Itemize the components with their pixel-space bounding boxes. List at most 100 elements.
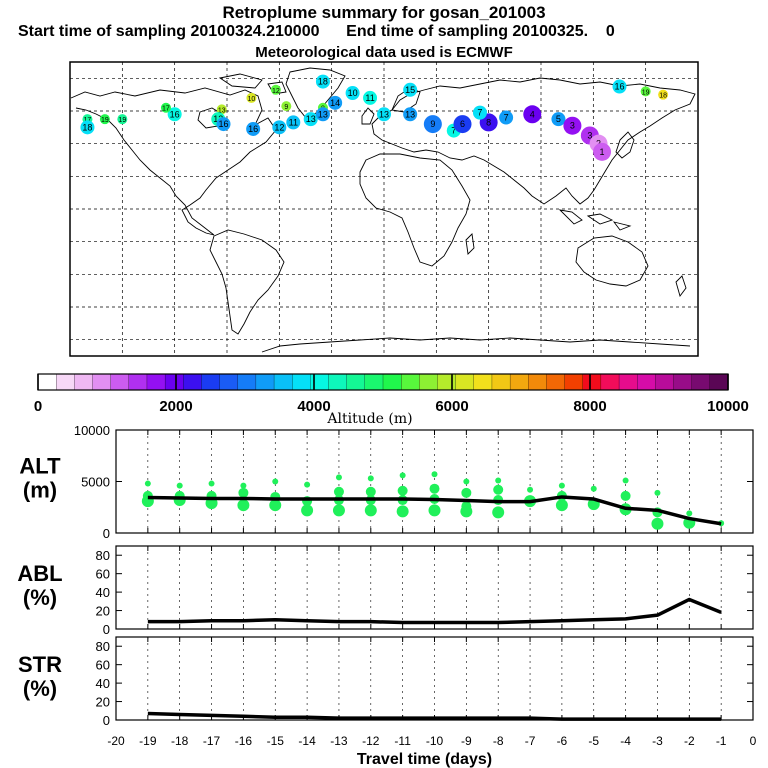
colorbar-cell	[509, 373, 529, 391]
plume-marker	[640, 86, 651, 97]
plume-day-label: 3	[570, 121, 575, 131]
plume-marker	[403, 107, 418, 122]
plume-day-label: 10	[348, 88, 358, 98]
alt-point	[527, 486, 534, 493]
alt-point	[686, 510, 693, 517]
alt-point	[431, 471, 438, 478]
alt-point	[237, 499, 250, 512]
y-tick-label: 20	[96, 695, 110, 710]
alt-point	[558, 482, 565, 489]
new-zealand	[675, 275, 687, 297]
colorbar-cell	[255, 373, 275, 391]
alt-point	[208, 480, 215, 487]
colorbar-cell	[691, 373, 711, 391]
y-axis-label: STR	[18, 652, 62, 677]
north-america-coast	[70, 87, 277, 236]
southeast-asia-islands	[558, 209, 632, 231]
y-axis-label: ABL	[17, 561, 62, 586]
plume-day-label: 12	[272, 88, 280, 95]
y-tick-label: 80	[96, 639, 110, 654]
plume-day-label: 19	[101, 117, 109, 124]
plume-day-label: 8	[486, 117, 491, 127]
alt-point	[396, 505, 409, 518]
alt-point	[304, 481, 311, 488]
alt-point	[590, 485, 597, 492]
alt-point	[269, 499, 282, 512]
plume-marker	[472, 105, 487, 120]
colorbar-cell	[637, 373, 656, 391]
plume-day-label: 12	[274, 122, 284, 132]
plume-marker	[286, 115, 301, 130]
plume-marker	[270, 84, 281, 95]
plume-day-label: 9	[284, 104, 288, 111]
plume-day-label: 16	[170, 109, 180, 119]
plume-marker	[612, 79, 627, 94]
coastlines	[70, 67, 696, 353]
plume-marker	[523, 105, 542, 124]
alt-point	[460, 505, 473, 518]
alt-point	[333, 486, 344, 497]
y-tick-label: 60	[96, 658, 110, 673]
plume-day-label: 3	[587, 131, 592, 141]
x-tick-label: -7	[525, 734, 536, 748]
plume-marker	[363, 90, 378, 105]
plume-marker	[453, 115, 472, 134]
colorbar-cell	[74, 373, 94, 391]
y-tick-label: 0	[103, 713, 110, 728]
alt-point	[176, 482, 183, 489]
alt-point	[555, 499, 568, 512]
alt-point	[272, 478, 279, 485]
x-tick-label: -8	[493, 734, 504, 748]
colorbar-cell	[491, 373, 511, 391]
colorbar-cell	[473, 373, 493, 391]
colorbar-cell	[237, 373, 257, 391]
colorbar-cell	[310, 373, 330, 391]
alt-series-line	[147, 495, 722, 526]
colorbar-cell	[56, 373, 75, 391]
alt-point	[240, 482, 247, 489]
plume-day-label: 17	[162, 106, 170, 113]
japan	[615, 131, 635, 159]
colorbar-cell	[600, 373, 620, 391]
alt-point	[399, 472, 406, 479]
altitude-colorbar: 0 2000 4000 6000 8000 10000 Altitude (m)	[34, 373, 749, 427]
plume-marker	[315, 74, 330, 89]
x-tick-label: -12	[362, 734, 380, 748]
plume-marker	[345, 86, 360, 101]
alt-point	[463, 478, 470, 485]
chart-subtitle: Start time of sampling 20100324.210000 E…	[18, 23, 768, 41]
alt-point	[493, 484, 504, 495]
x-tick-label: 0	[750, 734, 757, 748]
plume-day-label: 13	[218, 107, 226, 114]
plume-day-label: 11	[289, 117, 298, 127]
colorbar-cell	[419, 373, 439, 391]
plume-marker	[167, 107, 182, 122]
chart-title: Retroplume summary for gosan_201003	[222, 3, 546, 22]
colorbar-cell	[292, 373, 311, 391]
plume-day-label: 1	[600, 147, 605, 157]
y-tick-label: 5000	[81, 475, 110, 490]
plume-day-label: 7	[504, 113, 509, 123]
plume-day-label: 10	[248, 96, 256, 103]
alt-point	[492, 506, 505, 519]
colorbar-tick-label: 4000	[297, 398, 330, 415]
time-series-panels: 0500010000ALT(m)020406080ABL(%)020406080…	[17, 423, 756, 768]
plume-marker	[499, 110, 514, 125]
plume-marker	[563, 116, 582, 135]
madagascar	[465, 233, 475, 255]
plume-marker	[658, 89, 669, 100]
colorbar-cell	[37, 373, 57, 391]
plume-day-label: 18	[82, 122, 92, 132]
world-map: 1812101410118913161712161612111313151313…	[69, 61, 699, 357]
plume-marker	[423, 115, 442, 134]
plume-day-label: 14	[330, 98, 340, 108]
x-tick-label: -15	[267, 734, 285, 748]
alt-point	[651, 517, 664, 530]
plume-marker	[281, 101, 292, 112]
y-axis-unit: (%)	[23, 585, 57, 610]
x-tick-label: -2	[684, 734, 695, 748]
colorbar-cell	[364, 373, 384, 391]
australia-coast	[575, 235, 649, 287]
str-series-line	[147, 711, 722, 721]
plume-marker	[160, 102, 171, 113]
